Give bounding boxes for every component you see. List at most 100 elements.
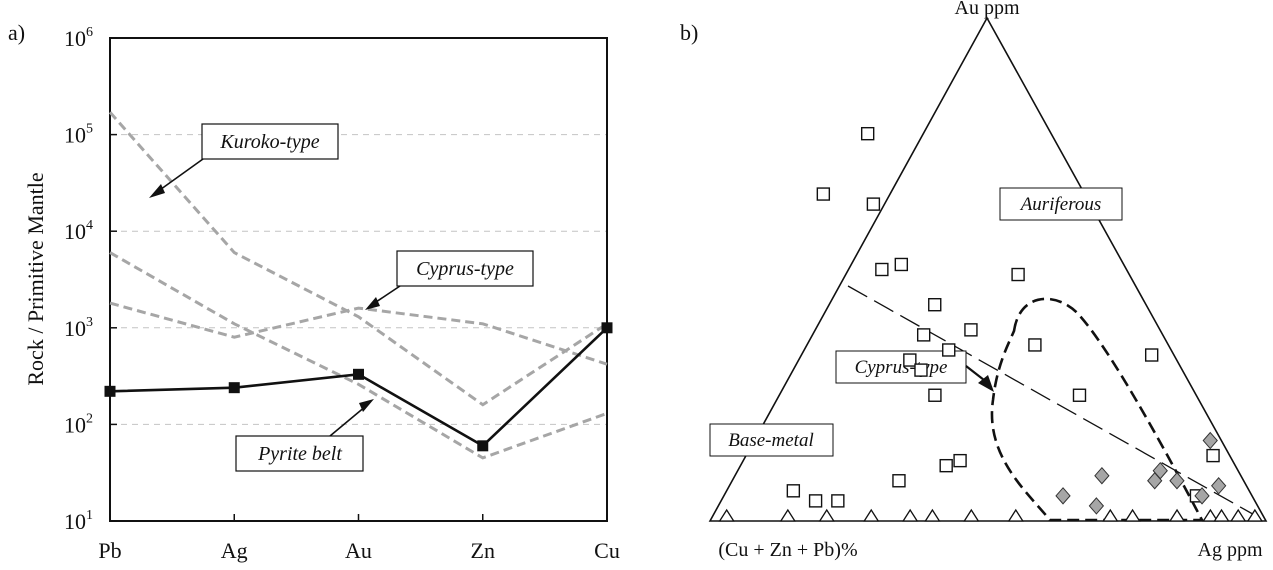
y-tick-label: 104 bbox=[64, 218, 93, 244]
square-point bbox=[808, 494, 823, 508]
pyrite-belt-callout: Pyrite belt bbox=[235, 399, 374, 472]
diamond-point bbox=[1147, 472, 1163, 490]
square-point bbox=[953, 453, 967, 468]
triangle-point bbox=[863, 508, 880, 522]
y-tick-label: 105 bbox=[64, 122, 93, 148]
diamond-point bbox=[1202, 431, 1218, 450]
square-point bbox=[1028, 338, 1042, 352]
ternary-points bbox=[718, 126, 1264, 522]
diamond-point bbox=[1055, 487, 1071, 505]
auriferous-field-label: Auriferous bbox=[999, 187, 1123, 221]
base-metal-label: Base-metal bbox=[728, 430, 813, 451]
panel-a-y-axis-label: Rock / Primitive Mantle bbox=[23, 172, 48, 385]
triangle-point bbox=[1230, 508, 1247, 522]
panel-a-gridlines bbox=[110, 134, 607, 425]
square-point bbox=[1011, 267, 1025, 282]
x-tick-label: Zn bbox=[471, 538, 495, 563]
pyrite-belt-marker bbox=[104, 385, 116, 397]
triangle-point bbox=[1102, 508, 1119, 522]
triangle-point bbox=[924, 508, 941, 522]
pyrite-belt-box bbox=[235, 435, 364, 472]
square-point bbox=[942, 343, 956, 357]
base-metal-field-label: Base-metal bbox=[709, 423, 834, 457]
triangle-point bbox=[1213, 508, 1230, 522]
y-tick-label: 103 bbox=[64, 315, 93, 341]
x-tick-label: Au bbox=[345, 538, 372, 563]
cyprus-type-arrowhead-b bbox=[978, 375, 994, 392]
y-tick-label: 101 bbox=[64, 508, 93, 534]
x-tick-label: Cu bbox=[594, 538, 620, 563]
auriferous-box bbox=[999, 187, 1123, 221]
triangle-point bbox=[1124, 508, 1141, 522]
kuroko-type-box bbox=[201, 123, 339, 160]
square-point bbox=[816, 187, 831, 201]
square-point bbox=[831, 494, 845, 508]
square-point bbox=[894, 257, 909, 272]
triangle-point bbox=[963, 508, 980, 522]
triangle-point bbox=[818, 508, 835, 522]
kuroko-type-callout: Kuroko-type bbox=[149, 123, 339, 198]
vertex-label-right: Ag ppm bbox=[1198, 539, 1263, 561]
cyprus-type-label-b: Cyprus-type bbox=[855, 357, 948, 378]
square-point bbox=[916, 328, 931, 342]
cyprus-type-arrow-b bbox=[965, 365, 985, 381]
square-point bbox=[892, 474, 906, 488]
pyrite-belt-marker bbox=[353, 368, 364, 380]
square-point bbox=[914, 363, 928, 377]
pyrite-belt-marker bbox=[228, 382, 240, 394]
vertex-label-top: Au ppm bbox=[955, 0, 1020, 19]
y-tick-label: 102 bbox=[64, 411, 93, 437]
cyprus-type-series-line bbox=[109, 301, 608, 366]
square-point bbox=[866, 197, 881, 211]
x-tick-label: Ag bbox=[221, 538, 248, 563]
kuroko-type-series-line bbox=[108, 111, 608, 407]
diamond-point bbox=[1088, 497, 1105, 515]
diamond-point bbox=[1094, 466, 1110, 485]
square-point bbox=[1072, 388, 1087, 402]
triangle-point bbox=[1007, 508, 1024, 522]
triangle-point bbox=[1246, 508, 1264, 522]
auriferous-base-metal-boundary bbox=[847, 285, 1259, 518]
diamond-point bbox=[1194, 487, 1210, 505]
square-point bbox=[1144, 348, 1159, 362]
cyprus-type-label-a: Cyprus-type bbox=[416, 258, 514, 280]
panel-a-x-ticks: Pb Ag Au Zn Cu bbox=[98, 514, 620, 563]
cyprus-type-field-envelope bbox=[990, 297, 1205, 522]
auriferous-label: Auriferous bbox=[1019, 194, 1102, 215]
cyprus-type-callout-a: Cyprus-type bbox=[365, 250, 534, 310]
base-metal-box bbox=[709, 423, 834, 457]
pyrite-belt-marker bbox=[601, 322, 613, 334]
square-point bbox=[928, 388, 942, 402]
triangle-point bbox=[779, 508, 797, 522]
diamond-point bbox=[1169, 472, 1185, 490]
panel-b-label: b) bbox=[680, 20, 698, 45]
y-tick-label: 106 bbox=[64, 25, 93, 51]
square-point bbox=[928, 298, 942, 312]
pyrite-belt-label: Pyrite belt bbox=[257, 443, 342, 465]
cyprus-type-arrowhead-a bbox=[365, 297, 380, 310]
panel-a-y-ticks: 101 102 103 104 105 106 bbox=[64, 25, 117, 534]
triangle-point bbox=[901, 508, 919, 522]
square-point bbox=[875, 262, 889, 277]
kuroko-type-arrowhead bbox=[149, 184, 165, 198]
kuroko-type-arrow bbox=[156, 158, 204, 193]
square-point bbox=[964, 323, 978, 337]
pyrite-belt-marker bbox=[477, 440, 489, 452]
square-point bbox=[860, 126, 875, 141]
pyrite-belt-arrowhead bbox=[359, 399, 374, 412]
panel-a-label: a) bbox=[8, 20, 25, 45]
square-point bbox=[786, 484, 801, 498]
kuroko-type-label: Kuroko-type bbox=[219, 131, 319, 153]
square-point bbox=[1206, 448, 1220, 463]
pyrite-belt-series-line bbox=[109, 326, 608, 448]
square-point bbox=[939, 458, 953, 473]
x-tick-label: Pb bbox=[98, 538, 121, 563]
triangle-point bbox=[718, 508, 735, 522]
triangle-point bbox=[1202, 508, 1219, 522]
ternary-triangle bbox=[708, 16, 1268, 522]
cyprus-type-box-a bbox=[396, 250, 534, 287]
vertex-label-left: (Cu + Zn + Pb)% bbox=[718, 539, 857, 561]
square-point bbox=[903, 353, 917, 367]
